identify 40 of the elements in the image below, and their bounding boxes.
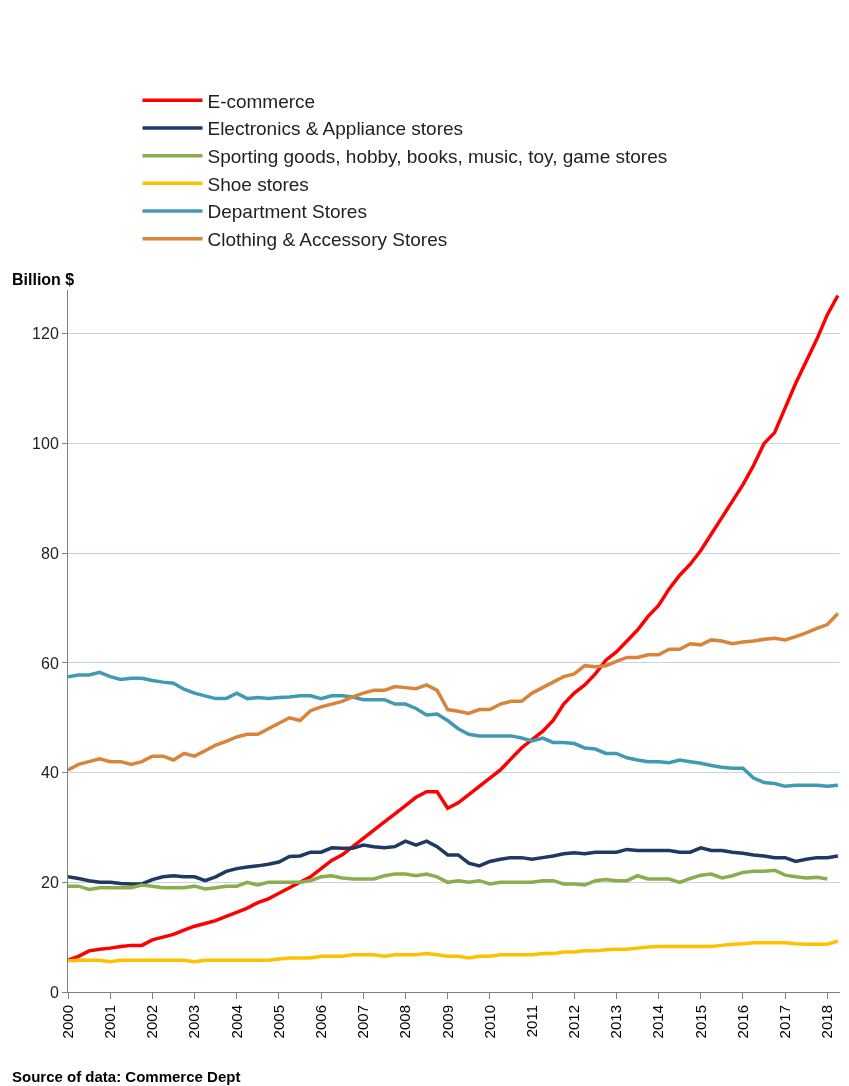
legend-label: Electronics & Appliance stores xyxy=(207,118,464,140)
x-tick-label: 2009 xyxy=(438,1005,456,1039)
y-tick-label: 20 xyxy=(41,873,59,891)
y-tick-label: 0 xyxy=(49,983,59,1001)
y-tick-label: 60 xyxy=(41,654,59,672)
legend-label: Clothing & Accessory Stores xyxy=(207,229,448,251)
legend-label: E-commerce xyxy=(207,90,316,112)
legend-label: Department Stores xyxy=(207,201,367,223)
x-tick-label: 2007 xyxy=(354,1005,372,1039)
legend-label: Sporting goods, hobby, books, music, toy, game stores xyxy=(207,146,668,168)
source-note: Source of data: Commerce Dept xyxy=(12,1068,241,1085)
x-tick-label: 2000 xyxy=(58,1005,76,1039)
x-tick-label: 2008 xyxy=(396,1005,414,1039)
x-tick-label: 2016 xyxy=(733,1005,751,1039)
line-series xyxy=(68,293,840,962)
x-tick-label: 2014 xyxy=(649,1005,667,1039)
x-tick-label: 2015 xyxy=(691,1005,709,1039)
x-tick-label: 2003 xyxy=(185,1005,203,1039)
x-tick-label: 2006 xyxy=(311,1005,329,1039)
x-tick-label: 2012 xyxy=(565,1005,583,1039)
y-tick-label: 80 xyxy=(41,544,59,562)
y-tick-label: 100 xyxy=(32,435,59,453)
x-tick-label: 2005 xyxy=(269,1005,287,1039)
x-tick-label: 2004 xyxy=(227,1005,245,1039)
line-series xyxy=(68,868,830,892)
x-tick-label: 2011 xyxy=(522,1005,540,1038)
legend-label: Shoe stores xyxy=(207,173,309,195)
line-series xyxy=(68,611,840,772)
line-series xyxy=(68,839,840,886)
x-tick-label: 2002 xyxy=(143,1005,161,1039)
x-tick-label: 2001 xyxy=(101,1005,119,1039)
y-tick-label: 120 xyxy=(32,325,59,343)
y-axis-title: Billion $ xyxy=(12,271,75,288)
y-tick-label: 40 xyxy=(41,764,59,782)
x-tick-label: 2018 xyxy=(818,1005,836,1039)
line-series xyxy=(68,670,840,789)
x-tick-label: 2013 xyxy=(607,1005,625,1039)
line-series xyxy=(68,939,840,964)
x-tick-label: 2017 xyxy=(776,1005,794,1039)
x-tick-label: 2010 xyxy=(480,1005,498,1039)
